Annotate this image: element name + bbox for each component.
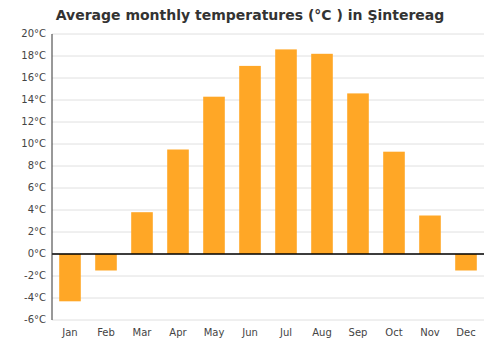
- bar: [59, 254, 81, 301]
- y-tick-label: 18°C: [21, 50, 46, 61]
- chart-container: Average monthly temperatures (°C ) in Şi…: [0, 0, 500, 350]
- grid-line: [52, 320, 484, 321]
- bar: [455, 254, 477, 271]
- bar: [275, 49, 297, 254]
- y-tick-label: 16°C: [21, 72, 46, 83]
- y-tick-label: 14°C: [21, 94, 46, 105]
- bar: [239, 66, 261, 254]
- grid-line: [52, 34, 484, 35]
- title: Average monthly temperatures (°C ) in Şi…: [56, 7, 445, 23]
- grid: [52, 34, 484, 320]
- y-tick-label: -6°C: [24, 314, 46, 325]
- x-tick-label: Jun: [241, 327, 258, 338]
- bar: [95, 254, 117, 271]
- zero-line: [52, 253, 484, 255]
- y-tick-label: 6°C: [28, 182, 46, 193]
- x-tick-label: Sep: [349, 327, 368, 338]
- grid-line: [52, 254, 484, 255]
- y-axis-line: [52, 34, 53, 320]
- y-tick-label: 2°C: [28, 226, 46, 237]
- x-tick-label: Apr: [169, 327, 187, 338]
- x-tick-label: Dec: [456, 327, 475, 338]
- bar: [167, 150, 189, 255]
- y-tick-label: -2°C: [24, 270, 46, 281]
- x-tick-label: Feb: [97, 327, 115, 338]
- grid-line: [52, 210, 484, 211]
- x-tick-label: May: [204, 327, 225, 338]
- y-tick-label: 12°C: [21, 116, 46, 127]
- y-tick-label: 8°C: [28, 160, 46, 171]
- x-tick-label: Mar: [133, 327, 153, 338]
- y-tick-label: 4°C: [28, 204, 46, 215]
- bar: [203, 97, 225, 254]
- x-tick-label: Jan: [61, 327, 77, 338]
- x-tick-label: Jul: [279, 327, 292, 338]
- y-tick-label: -4°C: [24, 292, 46, 303]
- bar: [131, 212, 153, 254]
- bar: [419, 216, 441, 255]
- grid-line: [52, 166, 484, 167]
- grid-line: [52, 122, 484, 123]
- x-tick-label: Aug: [312, 327, 332, 338]
- y-tick-label: 20°C: [21, 28, 46, 39]
- bars: [59, 49, 477, 301]
- grid-line: [52, 276, 484, 277]
- x-tick-label: Oct: [385, 327, 402, 338]
- bar: [383, 152, 405, 254]
- bar: [347, 93, 369, 254]
- x-tick-label: Nov: [420, 327, 440, 338]
- y-tick-label: 0°C: [28, 248, 46, 259]
- chart: Average monthly temperatures (°C ) in Şi…: [0, 0, 500, 350]
- grid-line: [52, 78, 484, 79]
- grid-line: [52, 144, 484, 145]
- grid-line: [52, 56, 484, 57]
- y-tick-label: 10°C: [21, 138, 46, 149]
- grid-line: [52, 100, 484, 101]
- grid-line: [52, 298, 484, 299]
- grid-line: [52, 188, 484, 189]
- bar: [311, 54, 333, 254]
